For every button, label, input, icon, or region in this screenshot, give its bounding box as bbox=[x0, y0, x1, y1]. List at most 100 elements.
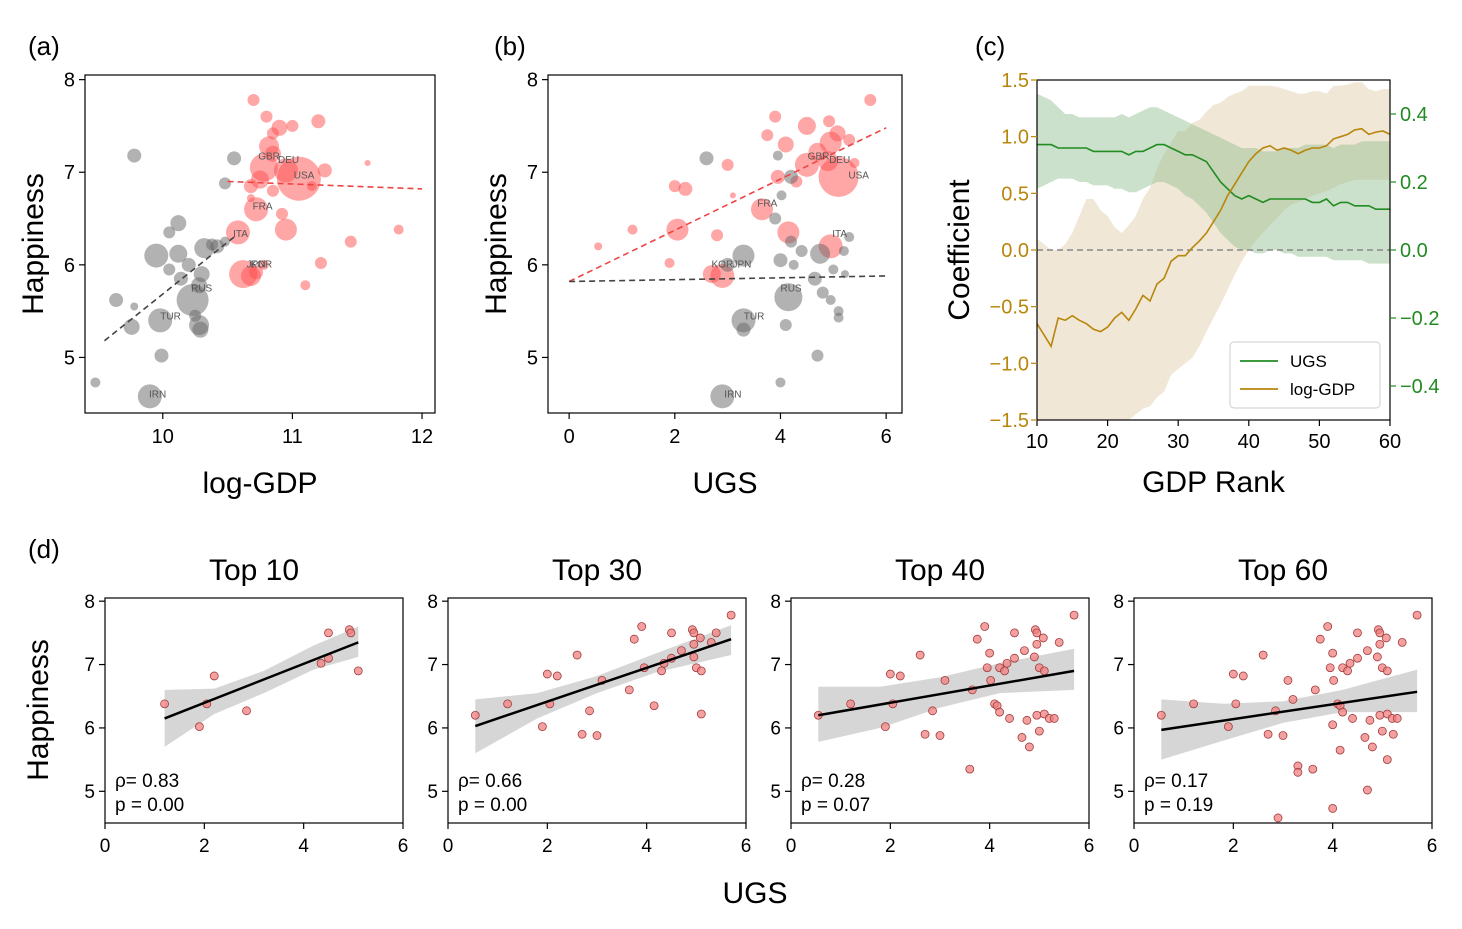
panel-d-4-point bbox=[1329, 675, 1339, 685]
panel-d-1-ytick-label: 7 bbox=[84, 655, 95, 676]
panel-d-2-xtick-label: 4 bbox=[641, 836, 652, 857]
panel-b-point-high bbox=[777, 136, 794, 153]
panel-d-4-point bbox=[1353, 628, 1362, 638]
panel-d-1-xtick-label: 2 bbox=[199, 836, 210, 857]
panel-d-2-point bbox=[689, 628, 699, 638]
panel-d-2-point bbox=[689, 652, 699, 662]
panel-d-4-xtick-label: 0 bbox=[1129, 836, 1140, 857]
panel-d-3-point bbox=[1002, 658, 1012, 668]
panel-c-left-tick-label: 1.0 bbox=[1001, 127, 1029, 149]
panel-d-4-xtick-label: 6 bbox=[1427, 836, 1438, 857]
panel-c-left-tick-label: 0.0 bbox=[1001, 240, 1029, 262]
panel-b-point-high bbox=[664, 257, 675, 268]
panel-b-country-label: IRN bbox=[724, 389, 741, 400]
panel-d-3-point bbox=[1020, 646, 1029, 656]
panel-d-3-point bbox=[846, 699, 855, 709]
panel-c-gdp-band bbox=[1037, 82, 1390, 421]
panel-d-3-point bbox=[1025, 742, 1034, 752]
panel-d-2-frame bbox=[447, 597, 747, 824]
panel-b-country-label: DEU bbox=[829, 155, 850, 166]
panel-d-1-point bbox=[209, 671, 219, 681]
panel-d-4-point bbox=[1368, 742, 1377, 752]
panel-d-3-point bbox=[1032, 710, 1042, 720]
panel-d-3-point bbox=[965, 764, 975, 774]
panel-d-3-title: Top 40 bbox=[895, 554, 985, 587]
panel-d-3-point bbox=[1010, 628, 1019, 638]
panel-b-point-low bbox=[795, 244, 808, 257]
panel-a-point-high bbox=[251, 170, 269, 189]
panel-d-4-title: Top 60 bbox=[1238, 554, 1328, 587]
panel-d-3-point bbox=[1010, 653, 1019, 663]
panel-b-ytick-label: 5 bbox=[527, 347, 538, 369]
panel-d-4-ytick-label: 7 bbox=[1113, 655, 1124, 676]
panel-a-fit-high bbox=[227, 180, 423, 190]
panel-c-right-tick-label: 0.2 bbox=[1400, 172, 1428, 194]
panel-c-left-tick-label: 0.5 bbox=[1001, 183, 1029, 205]
panel-d-4-point bbox=[1348, 714, 1357, 723]
panel-d-4-frame bbox=[1133, 597, 1433, 824]
panel-b-point-low bbox=[779, 319, 792, 332]
panel-d-4-point bbox=[1323, 622, 1333, 631]
panel-d-4-point bbox=[1315, 634, 1325, 644]
panel-d-4-rho: ρ= 0.17 bbox=[1144, 771, 1208, 792]
panel-c-ylabel: Coefficient bbox=[943, 179, 976, 321]
panel-d-1-point bbox=[194, 722, 204, 732]
panel-b-point-low bbox=[776, 190, 787, 201]
panel-a-point-high bbox=[286, 119, 299, 132]
panel-d-1-title: Top 10 bbox=[209, 554, 299, 587]
panel-d-4-point bbox=[1377, 726, 1387, 736]
panel-d-2-confidence-band bbox=[475, 625, 732, 754]
panel-b-ylabel: Happiness bbox=[480, 173, 513, 315]
panel-a-point-high bbox=[276, 207, 289, 220]
panel-a-point-high bbox=[306, 181, 317, 192]
panel-a-point-low bbox=[170, 215, 187, 232]
panel-d-4-point bbox=[1353, 653, 1362, 663]
panel-a-frame bbox=[84, 74, 436, 414]
panel-b-point-low bbox=[774, 283, 803, 312]
panel-d-3-point bbox=[928, 706, 937, 716]
panel-d-4-point bbox=[1228, 669, 1238, 679]
panel-b-point-low bbox=[710, 384, 735, 409]
panel-d-3-point bbox=[940, 675, 950, 685]
panel-d-4-point bbox=[1293, 767, 1303, 777]
panel-a-point-high bbox=[344, 235, 357, 248]
panel-c-right-tick-label: −0.2 bbox=[1400, 308, 1439, 330]
panel-a-point-low bbox=[148, 308, 173, 333]
panel-d-1-point bbox=[324, 628, 333, 638]
panel-d-3-point bbox=[885, 669, 895, 679]
panel-d-1-xtick-label: 6 bbox=[398, 836, 409, 857]
panel-d-1-ytick-label: 6 bbox=[84, 719, 95, 740]
panel-d-2-title: Top 30 bbox=[552, 554, 642, 587]
panel-a-point-high bbox=[247, 94, 260, 107]
panel-d-3-point bbox=[1054, 637, 1064, 647]
panel-d-4-point bbox=[1365, 715, 1375, 725]
panel-b-point-high bbox=[761, 129, 774, 142]
panel-a-point-high bbox=[266, 184, 279, 197]
panel-b-point-low bbox=[811, 349, 824, 362]
panel-b-xtick-label: 4 bbox=[775, 426, 786, 448]
panel-b-point-low bbox=[699, 151, 714, 166]
panel-a-point-high bbox=[246, 194, 255, 203]
panel-d-4-fit-line bbox=[1161, 690, 1418, 732]
panel-b-point-low bbox=[828, 264, 839, 275]
panel-d-2-point bbox=[503, 699, 513, 709]
panel-b-xtick-label: 6 bbox=[881, 426, 892, 448]
panel-b-point-low bbox=[775, 377, 786, 388]
panel-d-4-confidence-band bbox=[1161, 669, 1418, 760]
panel-a-point-low bbox=[191, 277, 208, 294]
panel-d-1-point bbox=[316, 658, 326, 668]
panel-d-4-point bbox=[1360, 733, 1370, 742]
panel-b-xlabel: UGS bbox=[692, 467, 757, 500]
panel-d-4-point bbox=[1223, 722, 1233, 732]
panel-a-point-high bbox=[317, 163, 332, 178]
panel-d-2-point bbox=[637, 622, 647, 631]
panel-d-2-fit-line bbox=[474, 638, 732, 728]
panel-a-xtick-label: 10 bbox=[152, 426, 174, 448]
panel-c-left-tick-label: −1.0 bbox=[990, 353, 1029, 375]
panel-d-3-point bbox=[920, 729, 930, 739]
panel-b-point-high bbox=[627, 224, 638, 235]
panel-d-4-point bbox=[1381, 633, 1391, 643]
panel-c-xtick-label: 10 bbox=[1026, 431, 1048, 453]
panel-a-point-low bbox=[163, 226, 176, 239]
